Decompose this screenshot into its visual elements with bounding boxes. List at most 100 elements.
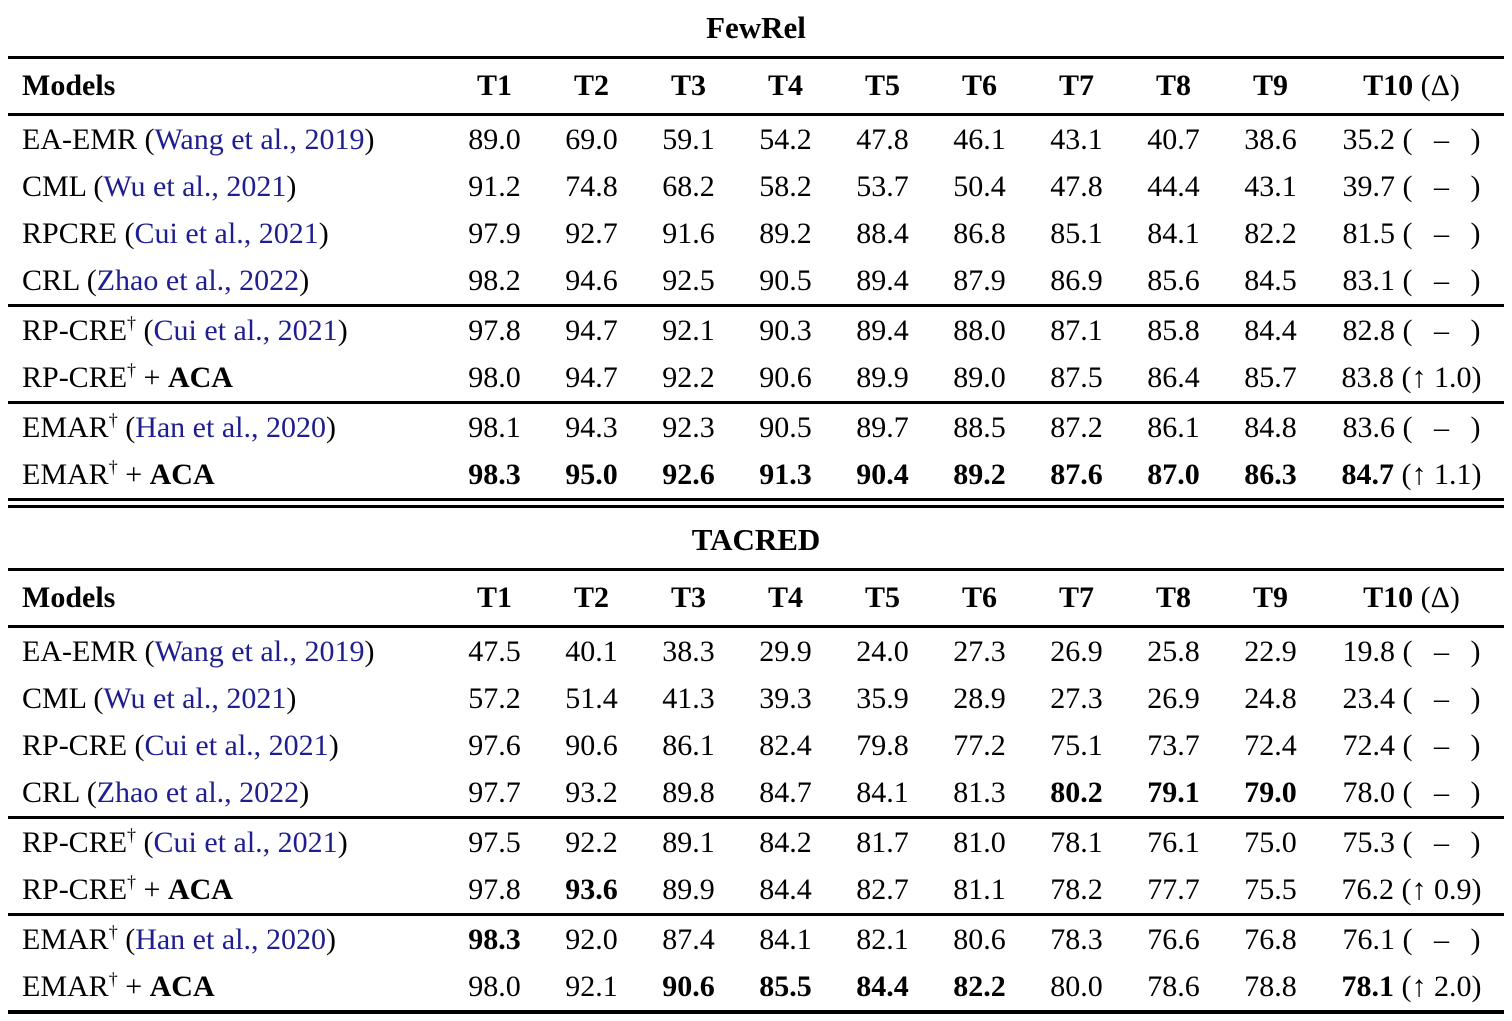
- table-row: EMAR† (Han et al., 2020) 98.1 94.3 92.3 90.5…: [8, 401, 1504, 451]
- row-group: RP-CRE† (Cui et al., 2021) 97.5 92.2 89.1 84…: [8, 816, 1504, 915]
- score-cell-t5: 88.4: [856, 216, 909, 250]
- final-score-cell: 23.4 (–): [1319, 675, 1504, 722]
- model-name: RP-CRE: [22, 728, 128, 762]
- column-header-t6: T6: [931, 569, 1028, 628]
- score-cell-t2: 51.4: [565, 681, 618, 715]
- column-header-t8: T8: [1125, 57, 1222, 116]
- score-cell-t2: 93.2: [565, 775, 618, 809]
- score-cell-t4: 90.5: [759, 263, 812, 297]
- model-name-cell: EMAR† (Han et al., 2020): [8, 401, 446, 451]
- table-row: RP-CRE† + ACA 97.8 93.6 89.9 84.4 82.7 81.1 78.…: [8, 866, 1504, 915]
- score-cell-t3: 92.2: [662, 360, 715, 394]
- score-cell-t6: 88.0: [931, 304, 1028, 354]
- citation-link[interactable]: Cui et al., 2021: [134, 216, 319, 250]
- column-header-t1: T1: [446, 57, 543, 116]
- score-cell-t4: 84.1: [737, 913, 834, 963]
- delta-open-paren: (: [1402, 728, 1413, 762]
- score-cell-t8: 78.6: [1147, 969, 1200, 1003]
- score-cell-t5: 24.0: [856, 634, 909, 668]
- score-cell-t8: 86.1: [1125, 401, 1222, 451]
- model-name-cell: EMAR† + ACA: [8, 963, 446, 1012]
- citation-link[interactable]: Han et al., 2020: [135, 922, 326, 956]
- model-name: EMAR: [22, 410, 109, 444]
- delta-annotation: –: [1434, 825, 1449, 859]
- row-group: RP-CRE† (Cui et al., 2021) 97.8 94.7 92.1 90…: [8, 304, 1504, 403]
- score-cell-t4: 39.3: [759, 681, 812, 715]
- t10-score: 75.3: [1342, 825, 1396, 859]
- citation-link[interactable]: Cui et al., 2021: [153, 825, 338, 859]
- model-name: EMAR: [22, 922, 109, 956]
- aca-method-label: ACA: [167, 872, 233, 906]
- score-cell-t1: 98.0: [468, 969, 521, 1003]
- score-cell-t7: 87.6: [1050, 457, 1103, 491]
- final-score-cell: 19.8 (–): [1319, 627, 1504, 676]
- citation-link[interactable]: Cui et al., 2021: [144, 728, 329, 762]
- citation-link[interactable]: Wu et al., 2021: [103, 169, 287, 203]
- score-cell-t2: 40.1: [565, 634, 618, 668]
- model-name-cell: RP-CRE (Cui et al., 2021): [8, 722, 446, 769]
- score-cell-t3: 59.1: [662, 122, 715, 156]
- citation-link[interactable]: Wang et al., 2019: [154, 634, 365, 668]
- table-row: EMAR† + ACA 98.3 95.0 92.6 91.3 90.4 89.2 87.6 8…: [8, 451, 1504, 503]
- model-name: RPCRE: [22, 216, 118, 250]
- final-score-cell: 81.5 (–): [1319, 210, 1504, 257]
- citation-close-paren: ): [337, 825, 348, 859]
- row-group: EMAR† (Han et al., 2020) 98.1 94.3 92.3 90.5…: [8, 401, 1504, 504]
- model-name-cell: CRL (Zhao et al., 2022): [8, 769, 446, 818]
- score-cell-t8: 73.7: [1147, 728, 1200, 762]
- score-cell-t2: 92.1: [565, 969, 618, 1003]
- score-cell-t8: 84.1: [1147, 216, 1200, 250]
- citation-link[interactable]: Zhao et al., 2022: [96, 263, 300, 297]
- citation-link[interactable]: Cui et al., 2021: [153, 313, 338, 347]
- score-cell-t4: 29.9: [759, 634, 812, 668]
- model-name-separator: (: [136, 825, 154, 859]
- score-cell-t9: 78.8: [1244, 969, 1297, 1003]
- citation-link[interactable]: Zhao et al., 2022: [96, 775, 300, 809]
- t10-score: 76.2: [1341, 872, 1395, 906]
- delta-close-paren: ): [1470, 216, 1481, 250]
- delta-close-paren: ): [1470, 313, 1481, 347]
- score-cell-t8: 86.4: [1147, 360, 1200, 394]
- header-row: Models T1 T2 T3 T4 T5 T6 T7 T8 T9 T10 (Δ): [8, 569, 1504, 628]
- score-cell-t5: 47.8: [856, 122, 909, 156]
- model-name-separator: +: [136, 360, 168, 394]
- score-cell-t6: 86.8: [953, 216, 1006, 250]
- t10-score: 23.4: [1342, 681, 1396, 715]
- score-cell-t9: 84.8: [1222, 401, 1319, 451]
- results-table-tacred: Models T1 T2 T3 T4 T5 T6 T7 T8 T9 T10 (Δ) EA-EMR (W…: [8, 568, 1504, 1014]
- delta-annotation: –: [1434, 922, 1449, 956]
- score-cell-t3: 90.6: [662, 969, 715, 1003]
- citation-link[interactable]: Wang et al., 2019: [154, 122, 365, 156]
- t10-score: 81.5: [1342, 216, 1396, 250]
- model-name-cell: EA-EMR (Wang et al., 2019): [8, 627, 446, 676]
- score-cell-t4: 82.4: [759, 728, 812, 762]
- table-row: EA-EMR (Wang et al., 2019) 89.0 69.0 59.1 54…: [8, 115, 1504, 164]
- delta-open-paren: (: [1401, 969, 1412, 1003]
- final-score-cell: 35.2 (–): [1319, 115, 1504, 164]
- final-score-cell: 75.3 (–): [1319, 816, 1504, 866]
- delta-annotation: –: [1434, 313, 1449, 347]
- delta-close-paren: ): [1470, 681, 1481, 715]
- citation-link[interactable]: Han et al., 2020: [135, 410, 326, 444]
- final-score-cell: 76.2 (↑ 0.9): [1319, 866, 1504, 915]
- score-cell-t6: 87.9: [953, 263, 1006, 297]
- score-cell-t6: 88.5: [931, 401, 1028, 451]
- score-cell-t6: 28.9: [953, 681, 1006, 715]
- delta-open-paren: (: [1402, 922, 1413, 956]
- score-cell-t5: 53.7: [856, 169, 909, 203]
- model-name: EMAR: [22, 969, 109, 1003]
- delta-close-paren: ): [1470, 410, 1481, 444]
- model-name-separator: +: [117, 969, 150, 1003]
- delta-open-paren: (: [1402, 313, 1413, 347]
- delta-open-paren: (: [1401, 457, 1412, 491]
- citation-link[interactable]: Wu et al., 2021: [103, 681, 287, 715]
- score-cell-t4: 84.4: [759, 872, 812, 906]
- table-row: CML (Wu et al., 2021) 57.2 51.4 41.3 39.3 35.…: [8, 675, 1504, 722]
- delta-open-paren: (: [1401, 872, 1412, 906]
- score-cell-t9: 75.0: [1222, 816, 1319, 866]
- dagger-mark: †: [127, 312, 137, 333]
- final-score-cell: 78.1 (↑ 2.0): [1319, 963, 1504, 1012]
- score-cell-t7: 87.5: [1050, 360, 1103, 394]
- column-header-t3: T3: [640, 569, 737, 628]
- delta-open-paren: (: [1401, 360, 1412, 394]
